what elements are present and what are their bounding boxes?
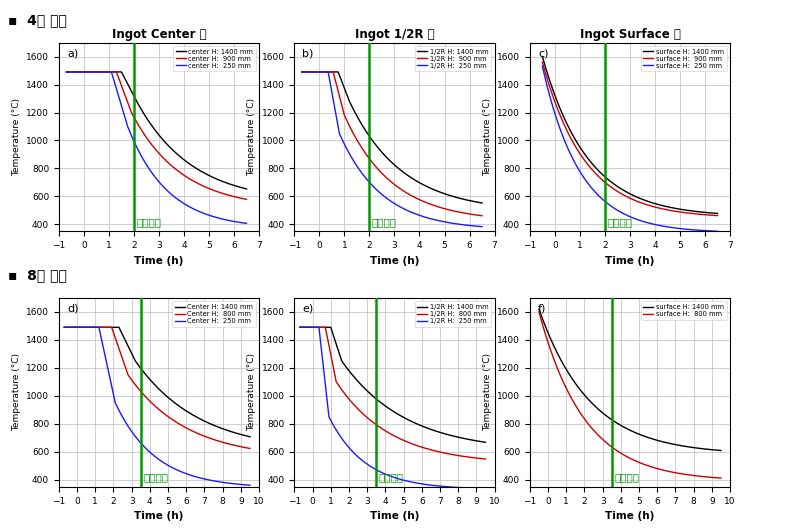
Text: ▪  4톤 잉곳: ▪ 4톤 잉곳 xyxy=(8,13,67,27)
X-axis label: Time (h): Time (h) xyxy=(370,256,419,265)
Text: 응고완료: 응고완료 xyxy=(615,472,640,483)
Y-axis label: Temperature (°C): Temperature (°C) xyxy=(12,353,20,431)
Legend: 1/2R H: 1400 mm, 1/2R H:  900 mm, 1/2R H:  250 mm: 1/2R H: 1400 mm, 1/2R H: 900 mm, 1/2R H:… xyxy=(414,46,491,71)
Text: d): d) xyxy=(67,304,79,313)
X-axis label: Time (h): Time (h) xyxy=(134,511,184,521)
Title: Ingot Surface 부: Ingot Surface 부 xyxy=(579,28,681,41)
Y-axis label: Temperature (°C): Temperature (°C) xyxy=(247,98,256,176)
Title: Ingot 1/2R 부: Ingot 1/2R 부 xyxy=(355,28,434,41)
Text: 응고완료: 응고완료 xyxy=(144,472,169,483)
Y-axis label: Temperature (°C): Temperature (°C) xyxy=(483,98,491,176)
Legend: surface H: 1400 mm, surface H:  900 mm, surface H:  250 mm: surface H: 1400 mm, surface H: 900 mm, s… xyxy=(641,46,727,71)
X-axis label: Time (h): Time (h) xyxy=(134,256,184,265)
X-axis label: Time (h): Time (h) xyxy=(605,511,655,521)
Legend: Center H: 1400 mm, Center H:  800 mm, Center H:  250 mm: Center H: 1400 mm, Center H: 800 mm, Cen… xyxy=(172,301,256,327)
Y-axis label: Temperature (°C): Temperature (°C) xyxy=(483,353,491,431)
Legend: center H: 1400 mm, center H:  900 mm, center H:  250 mm: center H: 1400 mm, center H: 900 mm, cen… xyxy=(173,46,256,71)
Legend: surface H: 1400 mm, surface H:  800 mm: surface H: 1400 mm, surface H: 800 mm xyxy=(641,301,727,320)
Text: a): a) xyxy=(67,48,79,58)
X-axis label: Time (h): Time (h) xyxy=(370,511,419,521)
X-axis label: Time (h): Time (h) xyxy=(605,256,655,265)
Text: 응고완료: 응고완료 xyxy=(137,217,162,227)
Y-axis label: Temperature (°C): Temperature (°C) xyxy=(12,98,20,176)
Text: e): e) xyxy=(302,304,314,313)
Text: b): b) xyxy=(302,48,314,58)
Text: c): c) xyxy=(538,48,549,58)
Legend: 1/2R H: 1400 mm, 1/2R H:  800 mm, 1/2R H:  250 mm: 1/2R H: 1400 mm, 1/2R H: 800 mm, 1/2R H:… xyxy=(414,301,491,327)
Y-axis label: Temperature (°C): Temperature (°C) xyxy=(247,353,256,431)
Text: ▪  8톤 잉곳: ▪ 8톤 잉곳 xyxy=(8,269,67,282)
Text: 응고완료: 응고완료 xyxy=(379,472,404,483)
Text: f): f) xyxy=(538,304,546,313)
Title: Ingot Center 부: Ingot Center 부 xyxy=(111,28,206,41)
Text: 응고완료: 응고완료 xyxy=(608,217,633,227)
Text: 응고완료: 응고완료 xyxy=(372,217,397,227)
